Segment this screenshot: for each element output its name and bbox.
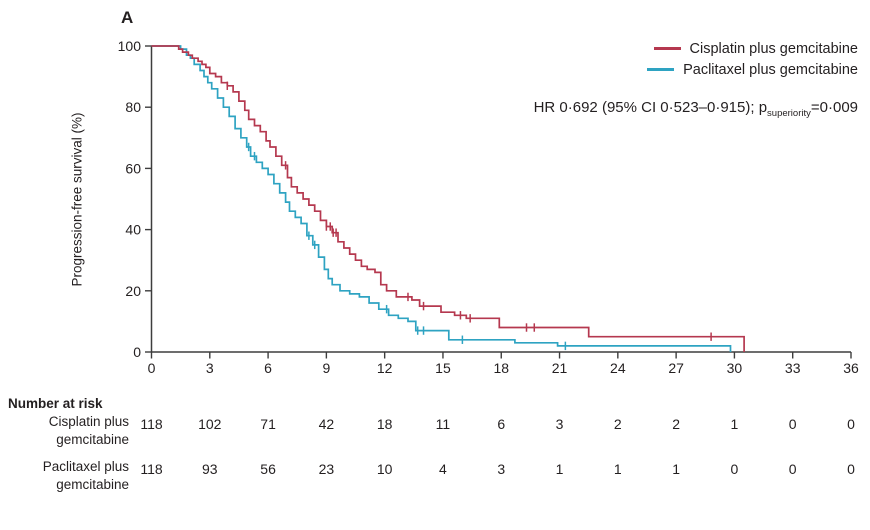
risk-value: 18 <box>377 416 393 432</box>
risk-value: 23 <box>319 461 335 477</box>
risk-row-label-paclitaxel-line2: gemcitabine <box>56 477 129 492</box>
y-tick-label: 60 <box>125 160 141 176</box>
x-tick-label: 18 <box>493 360 509 376</box>
legend-item-paclitaxel: Paclitaxel plus gemcitabine <box>647 59 858 80</box>
risk-value: 0 <box>731 461 739 477</box>
x-tick-label: 6 <box>264 360 272 376</box>
x-tick-label: 24 <box>610 360 626 376</box>
x-tick-label: 15 <box>435 360 451 376</box>
x-tick-label: 3 <box>206 360 214 376</box>
legend-label-paclitaxel: Paclitaxel plus gemcitabine <box>683 61 858 78</box>
risk-value: 71 <box>260 416 276 432</box>
risk-value: 0 <box>847 416 855 432</box>
legend-label-cisplatin: Cisplatin plus gemcitabine <box>689 40 858 57</box>
risk-value: 4 <box>439 461 447 477</box>
y-tick-label: 100 <box>118 38 142 54</box>
y-tick-label: 80 <box>125 99 141 115</box>
x-tick-label: 27 <box>668 360 684 376</box>
risk-value: 0 <box>789 461 797 477</box>
risk-value: 6 <box>497 416 505 432</box>
hr-subscript: superiority <box>767 108 811 119</box>
x-tick-label: 33 <box>785 360 801 376</box>
risk-value: 118 <box>140 461 163 477</box>
risk-value: 42 <box>319 416 335 432</box>
risk-value: 102 <box>198 416 222 432</box>
y-tick-label: 20 <box>125 283 141 299</box>
x-tick-label: 36 <box>843 360 859 376</box>
risk-value: 56 <box>260 461 276 477</box>
panel-label: A <box>121 8 134 27</box>
km-curve-paclitaxel <box>151 45 732 352</box>
y-tick-label: 0 <box>133 344 141 360</box>
cisplatin-line-swatch <box>653 47 681 50</box>
x-tick-label: 9 <box>322 360 330 376</box>
number-at-risk-heading: Number at risk <box>8 396 103 411</box>
x-tick-label: 12 <box>377 360 393 376</box>
risk-value: 10 <box>377 461 393 477</box>
paclitaxel-line-swatch <box>647 68 675 71</box>
hazard-ratio-annotation: HR 0·692 (95% CI 0·523–0·915); psuperior… <box>534 99 858 119</box>
risk-value: 0 <box>847 461 855 477</box>
x-tick-label: 21 <box>552 360 568 376</box>
risk-value: 1 <box>672 461 680 477</box>
risk-row-label-cisplatin-line2: gemcitabine <box>56 432 129 447</box>
risk-row-label-cisplatin-line1: Cisplatin plus <box>48 414 129 429</box>
risk-value: 1 <box>556 461 564 477</box>
risk-value: 93 <box>202 461 218 477</box>
y-tick-label: 40 <box>125 222 141 238</box>
risk-value: 1 <box>731 416 739 432</box>
risk-value: 3 <box>556 416 564 432</box>
x-tick-label: 0 <box>148 360 156 376</box>
risk-value: 2 <box>672 416 680 432</box>
hr-text-suffix: =0·009 <box>810 99 858 116</box>
x-tick-label: 30 <box>727 360 743 376</box>
legend-item-cisplatin: Cisplatin plus gemcitabine <box>647 38 858 59</box>
risk-row-label-paclitaxel-line1: Paclitaxel plus <box>42 459 129 474</box>
km-curve-cisplatin <box>151 45 745 352</box>
risk-value: 11 <box>436 416 451 432</box>
risk-value: 0 <box>789 416 797 432</box>
legend: Cisplatin plus gemcitabine Paclitaxel pl… <box>647 38 858 80</box>
risk-value: 1 <box>614 461 622 477</box>
risk-value: 3 <box>497 461 505 477</box>
hr-text-prefix: HR 0·692 (95% CI 0·523–0·915); p <box>533 99 768 116</box>
risk-value: 118 <box>140 416 163 432</box>
risk-value: 2 <box>614 416 622 432</box>
